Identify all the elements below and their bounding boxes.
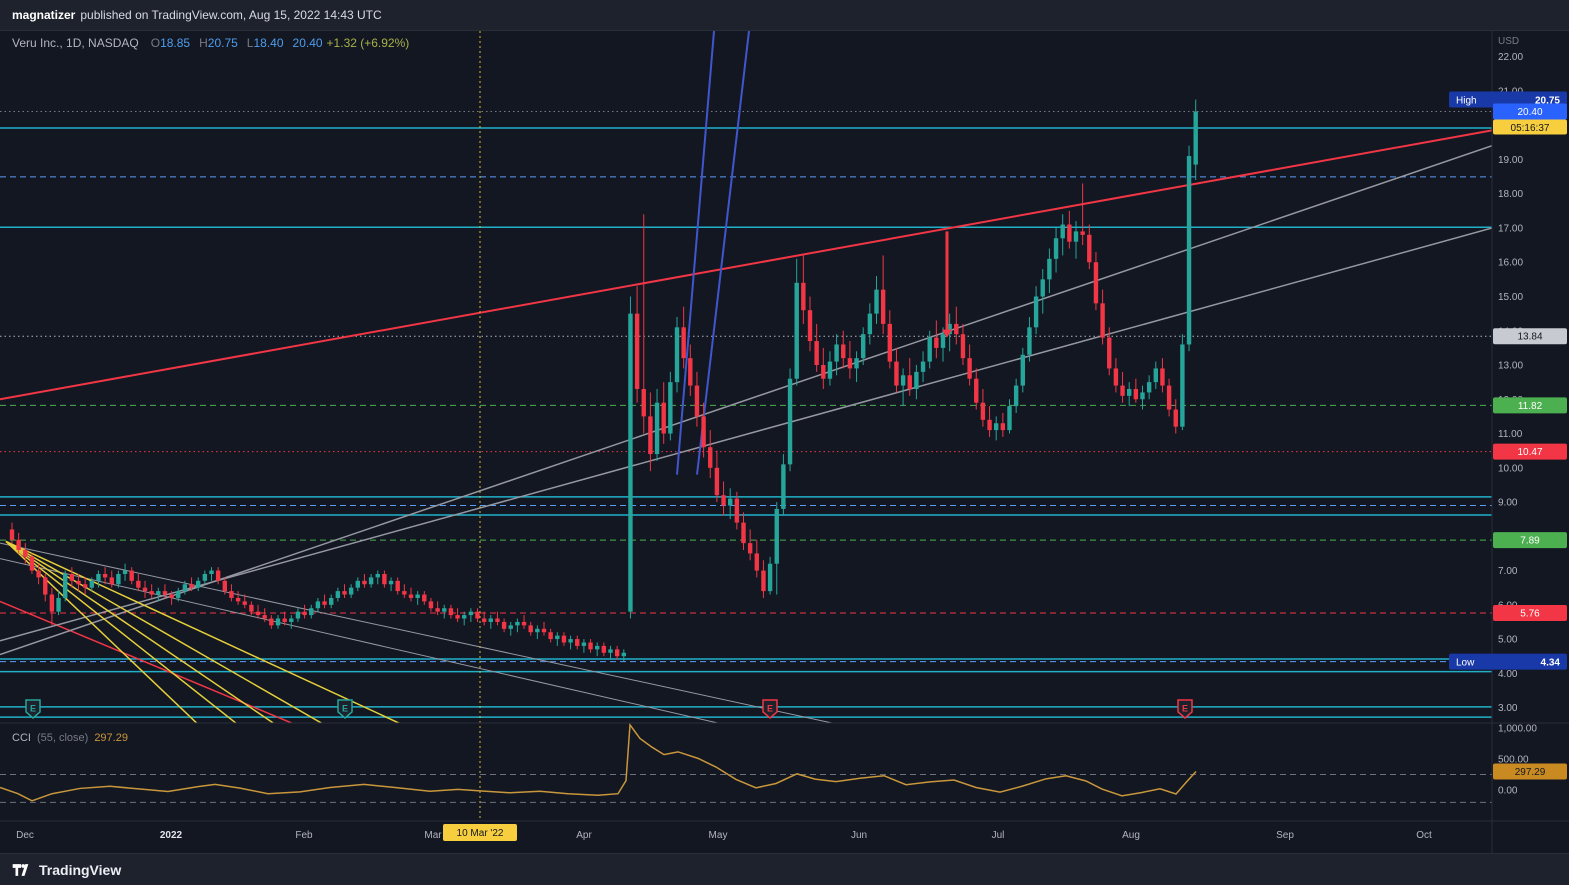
earnings-icon[interactable]: E — [1177, 699, 1193, 719]
svg-text:10 Mar '22: 10 Mar '22 — [457, 828, 504, 839]
svg-text:9.00: 9.00 — [1498, 498, 1518, 509]
high-label: H — [199, 36, 208, 50]
svg-text:E: E — [30, 703, 36, 713]
indicator-legend[interactable]: CCI (55, close) 297.29 — [12, 732, 128, 744]
svg-text:Apr: Apr — [576, 830, 592, 841]
tradingview-logo-icon[interactable] — [11, 860, 31, 880]
svg-text:05:16:37: 05:16:37 — [1511, 123, 1550, 134]
svg-text:Aug: Aug — [1122, 830, 1140, 841]
high-value: 20.75 — [207, 36, 238, 50]
svg-text:22.00: 22.00 — [1498, 52, 1523, 63]
earnings-icon[interactable]: E — [762, 699, 778, 719]
svg-text:4.00: 4.00 — [1498, 669, 1518, 680]
level-price-badge[interactable]: 11.82 — [1493, 397, 1567, 414]
indicator-params: (55, close) — [36, 732, 89, 744]
svg-text:E: E — [1182, 703, 1188, 713]
ohlc-low: L18.40 — [247, 36, 284, 50]
svg-text:7.89: 7.89 — [1520, 536, 1540, 547]
svg-text:10.00: 10.00 — [1498, 463, 1523, 474]
svg-text:16.00: 16.00 — [1498, 258, 1523, 269]
svg-text:2022: 2022 — [160, 830, 183, 841]
horizontal-levels[interactable] — [0, 111, 1492, 718]
level-price-badge[interactable]: 7.89 — [1493, 532, 1567, 549]
svg-text:USD: USD — [1498, 36, 1519, 47]
ohlc-open: O18.85 — [151, 36, 190, 50]
svg-text:Mar: Mar — [424, 830, 442, 841]
low-price-badge[interactable]: Low 4.34 — [1449, 653, 1567, 670]
svg-text:10.47: 10.47 — [1517, 447, 1542, 458]
chart-area[interactable]: EEEEUSD3.004.005.006.007.008.009.0010.00… — [0, 31, 1569, 853]
svg-text:18.00: 18.00 — [1498, 189, 1523, 200]
publisher-username: magnatizer — [12, 8, 76, 22]
svg-text:Jun: Jun — [851, 830, 867, 841]
low-label: L — [246, 36, 254, 50]
publish-info: published on TradingView.com, Aug 15, 20… — [80, 8, 382, 22]
svg-text:Low: Low — [1456, 658, 1475, 669]
svg-text:4.34: 4.34 — [1541, 658, 1561, 669]
last-price-value: 20.40 — [292, 36, 323, 50]
svg-text:E: E — [767, 703, 773, 713]
publish-bar: magnatizer published on TradingView.com,… — [0, 0, 1569, 31]
candlestick-series — [9, 99, 1198, 662]
chart-canvas[interactable]: EEEEUSD3.004.005.006.007.008.009.0010.00… — [0, 31, 1569, 853]
time-marker-badge: 10 Mar '22 — [443, 824, 517, 841]
svg-text:Dec: Dec — [16, 830, 34, 841]
level-price-badge[interactable]: 5.76 — [1493, 605, 1567, 622]
svg-text:17.00: 17.00 — [1498, 223, 1523, 234]
svg-text:11.00: 11.00 — [1498, 429, 1523, 440]
svg-text:Feb: Feb — [295, 830, 313, 841]
level-price-badge[interactable]: 10.47 — [1493, 443, 1567, 460]
svg-text:5.76: 5.76 — [1520, 609, 1540, 620]
footer-bar: TradingView — [0, 853, 1569, 885]
symbol-legend[interactable]: Veru Inc., 1D, NASDAQ O18.85 H20.75 L18.… — [12, 36, 409, 50]
svg-text:297.29: 297.29 — [1515, 767, 1546, 778]
tradingview-brand[interactable]: TradingView — [39, 862, 122, 878]
indicator-name: CCI — [12, 732, 31, 744]
level-price-badge[interactable]: 13.84 — [1493, 328, 1567, 345]
arrow-annotation[interactable] — [942, 231, 952, 338]
svg-text:13.00: 13.00 — [1498, 361, 1523, 372]
open-label: O — [150, 36, 161, 50]
svg-text:500.00: 500.00 — [1498, 754, 1529, 765]
svg-text:20.75: 20.75 — [1535, 96, 1560, 107]
cci-indicator — [0, 723, 1492, 803]
svg-text:Jul: Jul — [992, 830, 1005, 841]
svg-text:5.00: 5.00 — [1498, 635, 1518, 646]
change-value: +1.32 (+6.92%) — [326, 36, 410, 50]
svg-text:15.00: 15.00 — [1498, 292, 1523, 303]
svg-text:19.00: 19.00 — [1498, 155, 1523, 166]
svg-text:1,000.00: 1,000.00 — [1498, 723, 1537, 734]
time-axis[interactable]: Dec 2022 Feb Mar Apr May Jun Jul Aug Sep Oct 10 Mar… — [16, 824, 1432, 841]
svg-text:20.40: 20.40 — [1517, 107, 1542, 118]
indicator-value: 297.29 — [94, 732, 128, 744]
countdown-badge: 05:16:37 — [1493, 119, 1567, 135]
svg-text:Sep: Sep — [1276, 830, 1294, 841]
svg-text:0.00: 0.00 — [1498, 785, 1518, 796]
low-value: 18.40 — [253, 36, 284, 50]
cci-value-badge: 297.29 — [1493, 763, 1567, 780]
earnings-icon[interactable]: E — [337, 699, 353, 719]
svg-text:Oct: Oct — [1416, 830, 1432, 841]
svg-text:7.00: 7.00 — [1498, 566, 1518, 577]
symbol-title[interactable]: Veru Inc., 1D, NASDAQ — [12, 36, 139, 50]
svg-text:11.82: 11.82 — [1518, 401, 1543, 412]
svg-text:May: May — [709, 830, 728, 841]
last-price-badge[interactable]: 20.40 — [1493, 103, 1567, 120]
trendlines[interactable] — [0, 31, 1492, 745]
ohlc-high: H20.75 — [199, 36, 238, 50]
earnings-icon[interactable]: E — [25, 699, 41, 719]
svg-text:E: E — [342, 703, 348, 713]
svg-text:High: High — [1456, 96, 1477, 107]
svg-text:13.84: 13.84 — [1517, 332, 1542, 343]
svg-text:3.00: 3.00 — [1498, 703, 1518, 714]
cci-axis[interactable]: 1,000.00 500.00 0.00 — [1498, 723, 1537, 796]
open-value: 18.85 — [160, 36, 191, 50]
